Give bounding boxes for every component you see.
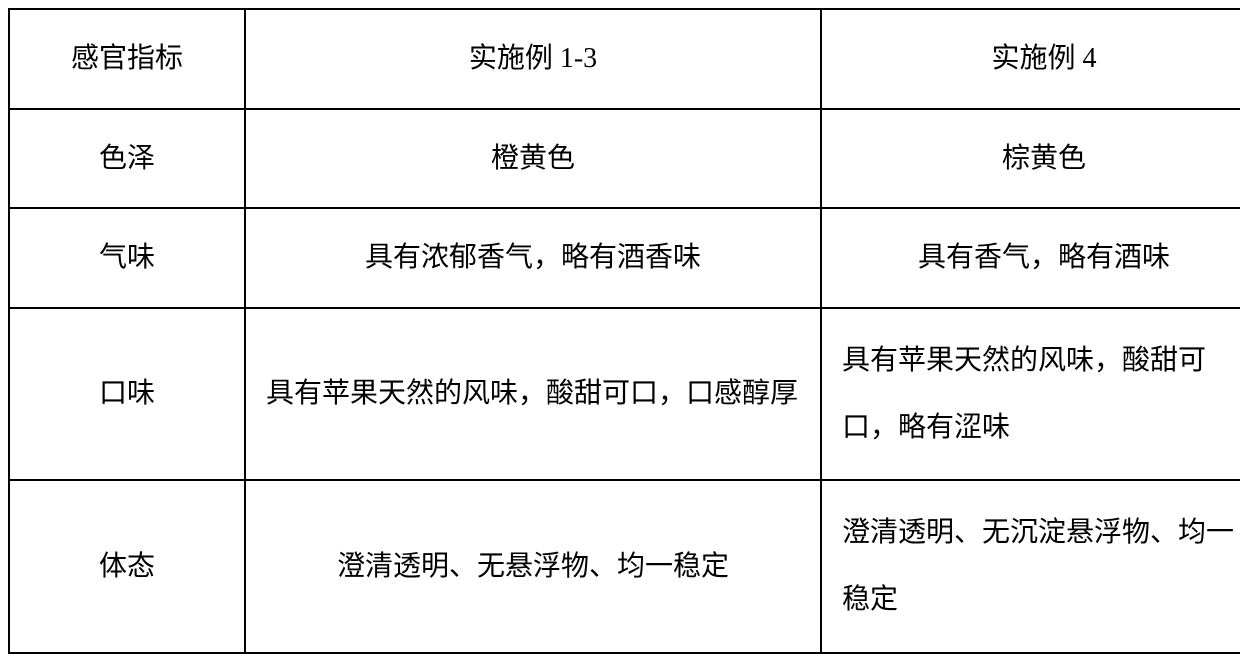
cell-example4: 澄清透明、无沉淀悬浮物、均一稳定 (821, 480, 1240, 652)
header-indicator: 感官指标 (9, 9, 245, 109)
table-row-color: 色泽 橙黄色 棕黄色 (9, 109, 1240, 209)
cell-indicator: 口味 (9, 308, 245, 480)
header-example13: 实施例 1-3 (245, 9, 821, 109)
table-row-appearance: 体态 澄清透明、无悬浮物、均一稳定 澄清透明、无沉淀悬浮物、均一稳定 (9, 480, 1240, 652)
cell-example13: 具有苹果天然的风味，酸甜可口，口感醇厚 (245, 308, 821, 480)
table-row-taste: 口味 具有苹果天然的风味，酸甜可口，口感醇厚 具有苹果天然的风味，酸甜可口，略有… (9, 308, 1240, 480)
cell-indicator: 体态 (9, 480, 245, 652)
cell-example4: 具有苹果天然的风味，酸甜可口，略有涩味 (821, 308, 1240, 480)
sensory-table: 感官指标 实施例 1-3 实施例 4 色泽 橙黄色 棕黄色 气味 具有浓郁香气，… (8, 8, 1240, 654)
header-example4: 实施例 4 (821, 9, 1240, 109)
cell-example4: 棕黄色 (821, 109, 1240, 209)
cell-example13: 具有浓郁香气，略有酒香味 (245, 208, 821, 308)
cell-indicator: 色泽 (9, 109, 245, 209)
table-row-smell: 气味 具有浓郁香气，略有酒香味 具有香气，略有酒味 (9, 208, 1240, 308)
cell-example4: 具有香气，略有酒味 (821, 208, 1240, 308)
cell-example13: 澄清透明、无悬浮物、均一稳定 (245, 480, 821, 652)
cell-example13: 橙黄色 (245, 109, 821, 209)
cell-indicator: 气味 (9, 208, 245, 308)
table-header-row: 感官指标 实施例 1-3 实施例 4 (9, 9, 1240, 109)
